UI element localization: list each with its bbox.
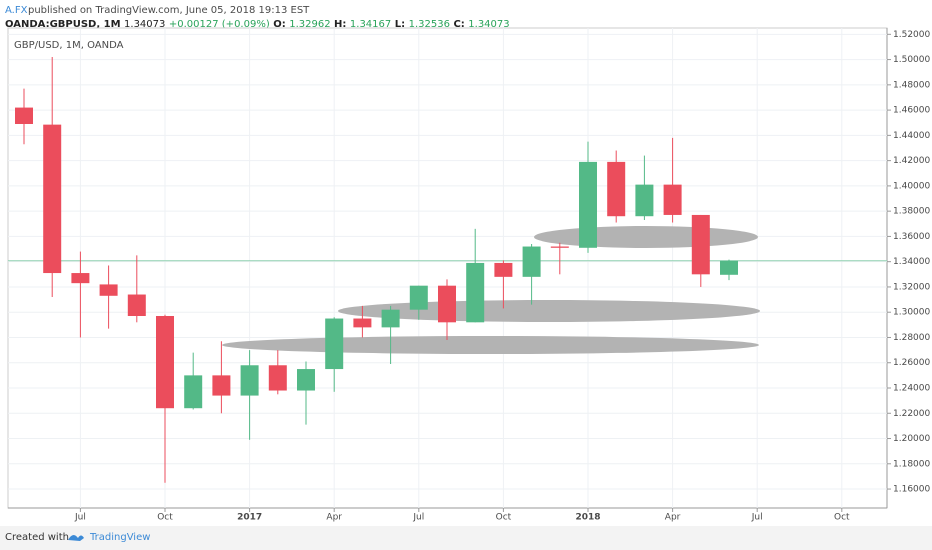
y-tick-label: 1.26000 bbox=[893, 358, 930, 368]
x-tick-label: Jul bbox=[751, 513, 763, 523]
candle-body bbox=[579, 161, 597, 248]
x-tick-label: Apr bbox=[665, 513, 681, 523]
symbol: OANDA:GBPUSD, 1M bbox=[5, 19, 121, 30]
candle-body bbox=[381, 309, 400, 328]
candle-body bbox=[635, 184, 654, 217]
ohlc-key: C: bbox=[453, 19, 464, 30]
candle-body bbox=[15, 107, 33, 124]
x-tick-label: 2018 bbox=[575, 513, 600, 523]
y-tick-label: 1.38000 bbox=[893, 207, 930, 217]
y-tick-label: 1.42000 bbox=[893, 156, 930, 166]
x-tick-label: Jul bbox=[412, 513, 424, 523]
y-tick-label: 1.32000 bbox=[893, 282, 930, 292]
author[interactable]: A.FX bbox=[5, 5, 28, 16]
candle-body bbox=[550, 246, 569, 248]
ohlc-key: H: bbox=[334, 19, 346, 30]
y-tick-label: 1.24000 bbox=[893, 384, 930, 394]
chart-title: GBP/USD, 1M, OANDA bbox=[14, 40, 124, 51]
x-tick-label: Oct bbox=[834, 513, 850, 523]
candle-body bbox=[268, 365, 287, 391]
x-tick-label: Jul bbox=[74, 513, 86, 523]
candle-body bbox=[99, 284, 118, 296]
y-tick-label: 1.36000 bbox=[893, 232, 930, 242]
ohlc-value: 1.32536 bbox=[409, 19, 450, 30]
y-tick-label: 1.48000 bbox=[893, 80, 930, 90]
candle-body bbox=[353, 318, 372, 328]
candle-body bbox=[522, 246, 541, 277]
candle-body bbox=[438, 285, 456, 323]
annotation-ellipse bbox=[338, 300, 760, 322]
y-tick-label: 1.34000 bbox=[893, 257, 930, 267]
ohlc-key: L: bbox=[395, 19, 405, 30]
y-tick-label: 1.20000 bbox=[893, 434, 930, 444]
candle-body bbox=[720, 260, 738, 275]
candle-body bbox=[663, 184, 682, 215]
footer-brand[interactable]: TradingView bbox=[89, 532, 150, 543]
logo bbox=[68, 534, 84, 541]
y-tick-label: 1.30000 bbox=[893, 308, 930, 318]
quote: OANDA:GBPUSD, 1M 1.34073 +0.00127 (+0.09… bbox=[5, 19, 510, 30]
annotation-ellipse bbox=[534, 226, 758, 248]
y-tick-label: 1.52000 bbox=[893, 30, 930, 40]
ohlc-value: 1.34167 bbox=[350, 19, 391, 30]
y-tick-label: 1.22000 bbox=[893, 409, 930, 419]
candle-body bbox=[466, 262, 485, 323]
candle-body bbox=[409, 285, 428, 310]
ohlc-value: 1.34073 bbox=[468, 19, 509, 30]
y-tick-label: 1.16000 bbox=[893, 485, 930, 495]
published: published on TradingView.com, June 05, 2… bbox=[28, 5, 310, 16]
y-tick-label: 1.50000 bbox=[893, 55, 930, 65]
candle-body bbox=[297, 369, 315, 391]
candle-body bbox=[212, 375, 231, 396]
y-tick-label: 1.28000 bbox=[893, 333, 930, 343]
candle-body bbox=[43, 124, 62, 274]
candle-body bbox=[494, 262, 513, 277]
candle-body bbox=[691, 214, 710, 275]
y-tick-label: 1.46000 bbox=[893, 106, 930, 116]
y-tick-label: 1.40000 bbox=[893, 181, 930, 191]
x-tick-label: 2017 bbox=[237, 513, 262, 523]
x-tick-label: Oct bbox=[496, 513, 512, 523]
candle-body bbox=[184, 375, 203, 409]
candle-body bbox=[240, 365, 259, 396]
annotation-ellipse bbox=[222, 336, 759, 354]
quote-line: OANDA:GBPUSD, 1M 1.34073 +0.00127 (+0.09… bbox=[5, 19, 510, 30]
x-tick-label: Apr bbox=[326, 513, 342, 523]
candle-body bbox=[156, 316, 174, 409]
y-tick-label: 1.18000 bbox=[893, 459, 930, 469]
last-price: 1.34073 bbox=[124, 19, 165, 30]
y-tick-label: 1.44000 bbox=[893, 131, 930, 141]
footer-text: Created with bbox=[5, 532, 69, 543]
footer-bar bbox=[0, 526, 932, 550]
change: +0.00127 (+0.09%) bbox=[169, 19, 270, 30]
ohlc-key: O: bbox=[273, 19, 286, 30]
x-tick-label: Oct bbox=[157, 513, 173, 523]
candle-body bbox=[127, 294, 146, 316]
candle-body bbox=[71, 273, 90, 284]
ohlc-value: 1.32962 bbox=[289, 19, 330, 30]
candle-body bbox=[607, 161, 626, 217]
candle-body bbox=[325, 318, 344, 370]
